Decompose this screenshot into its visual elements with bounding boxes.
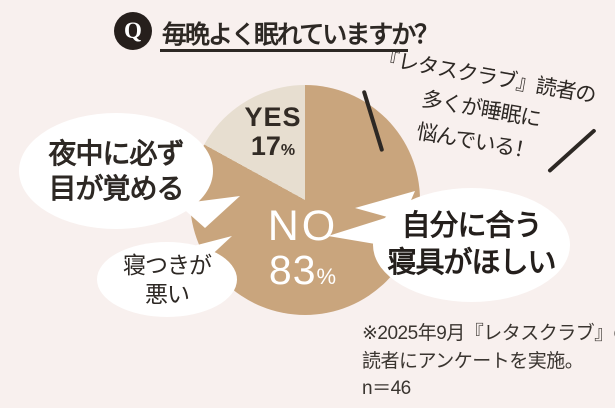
- bubble-sleep-onset: 寝つきが 悪い: [97, 242, 237, 317]
- bubble-wake-up-line2: 目が覚める: [48, 173, 184, 204]
- no-slice-name: NO: [267, 202, 339, 250]
- yes-slice-name: YES: [244, 102, 302, 132]
- yes-slice-label: YES 17%: [213, 102, 333, 164]
- bubble-wake-up: 夜中に必ず 目が覚める: [19, 113, 213, 229]
- survey-footnote: ※2025年9月『レタスクラブ』の 読者にアンケートを実施。 n＝46: [362, 320, 615, 403]
- no-percent-sign: %: [316, 264, 338, 289]
- bubble-bedding: 自分に合う 寝具がほしい: [373, 188, 570, 302]
- page-title: 毎晩よく眠れていますか？: [162, 21, 439, 49]
- bubble-bedding-line2: 寝具がほしい: [387, 247, 556, 279]
- footnote-line1: ※2025年9月『レタスクラブ』の: [362, 323, 615, 344]
- no-slice-value: 83%: [268, 247, 338, 293]
- question-badge: Q: [114, 12, 152, 50]
- bubble-bedding-line1: 自分に合う: [401, 210, 542, 242]
- bubble-wake-up-line1: 夜中に必ず: [48, 138, 184, 169]
- bubble-sleep-onset-line2: 悪い: [145, 280, 190, 307]
- footnote-line3: n＝46: [362, 378, 411, 399]
- yes-slice-value: 17%: [250, 131, 296, 161]
- no-slice-label: NO 83%: [223, 203, 383, 298]
- footnote-line2: 読者にアンケートを実施。: [362, 350, 584, 372]
- yes-percent-sign: %: [280, 142, 296, 159]
- bubble-sleep-onset-line1: 寝つきが: [123, 251, 212, 278]
- title-underline: [160, 49, 408, 52]
- question-badge-letter: Q: [124, 18, 142, 43]
